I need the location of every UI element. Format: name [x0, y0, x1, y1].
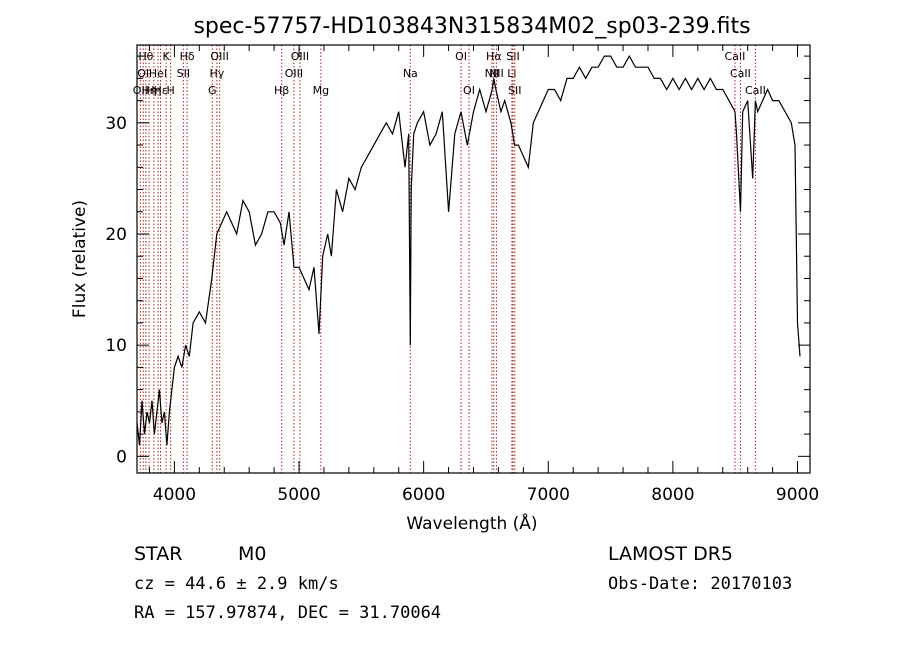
line-label-6: Hε: [153, 84, 167, 97]
x-tick-label-2: 6000: [402, 485, 445, 505]
line-label-22: Hα: [486, 50, 502, 63]
line-label-5: HeI: [149, 67, 167, 80]
x-axis-ticks: 4000 5000 6000 7000 8000 9000: [148, 45, 819, 505]
y-tick-label-0: 0: [116, 447, 127, 467]
y-tick-label-2: 20: [105, 225, 127, 245]
x-tick-label-3: 7000: [527, 485, 570, 505]
line-label-13: OIII: [210, 50, 228, 63]
line-label-26: SII: [508, 84, 521, 97]
line-label-7: K: [163, 50, 171, 63]
y-axis-ticks: 0 10 20 30: [105, 55, 810, 467]
observation-date: Obs-Date: 20170103: [608, 574, 792, 594]
chart-title: spec-57757-HD103843N315834M02_sp03-239.f…: [193, 14, 750, 39]
survey-name: LAMOST DR5: [608, 543, 733, 565]
line-label-11: G: [208, 84, 217, 97]
line-label-14: Hβ: [274, 84, 289, 97]
x-tick-label-4: 8000: [651, 485, 694, 505]
line-label-10: Hδ: [180, 50, 195, 63]
x-axis-label: Wavelength (Å): [406, 512, 537, 534]
x-tick-label-1: 5000: [277, 485, 320, 505]
line-label-27: CaII: [725, 50, 746, 63]
y-tick-label-3: 30: [105, 114, 127, 134]
line-label-29: CaII: [745, 84, 766, 97]
line-label-17: Mg: [313, 84, 329, 97]
line-label-1: OI: [137, 67, 149, 80]
line-label-20: OI: [463, 84, 475, 97]
line-label-8: H: [167, 84, 175, 97]
line-label-21: NII: [485, 67, 500, 80]
line-label-2: Hθ: [138, 50, 153, 63]
line-label-18: Na: [403, 67, 418, 80]
line-label-23: NII: [489, 67, 504, 80]
y-tick-label-1: 10: [105, 336, 127, 356]
line-label-28: CaII: [730, 67, 751, 80]
line-label-24: Li: [507, 67, 516, 80]
line-label-9: SII: [177, 67, 190, 80]
object-class: STAR: [134, 543, 182, 565]
x-tick-label-5: 9000: [776, 485, 819, 505]
y-axis-label: Flux (relative): [70, 200, 90, 318]
line-label-15: OIII: [285, 67, 303, 80]
line-label-3: Hη: [141, 84, 156, 97]
x-tick-label-0: 4000: [153, 485, 196, 505]
flux-series-line: [136, 54, 801, 446]
line-label-25: SII: [506, 50, 519, 63]
plot-frame: [136, 44, 811, 474]
object-subclass: M0: [238, 543, 266, 565]
redshift-velocity: cz = 44.6 ± 2.9 km/s: [134, 574, 339, 594]
line-label-16: OIII: [291, 50, 309, 63]
line-label-12: Hγ: [209, 67, 224, 80]
spectral-line-markers: OIIOIHθHηHηHeIHεKHSIIHδGHγOIIIHβOIIIOIII…: [133, 45, 766, 473]
coordinates: RA = 157.97874, DEC = 31.70064: [134, 603, 441, 623]
line-label-19: OI: [455, 50, 467, 63]
